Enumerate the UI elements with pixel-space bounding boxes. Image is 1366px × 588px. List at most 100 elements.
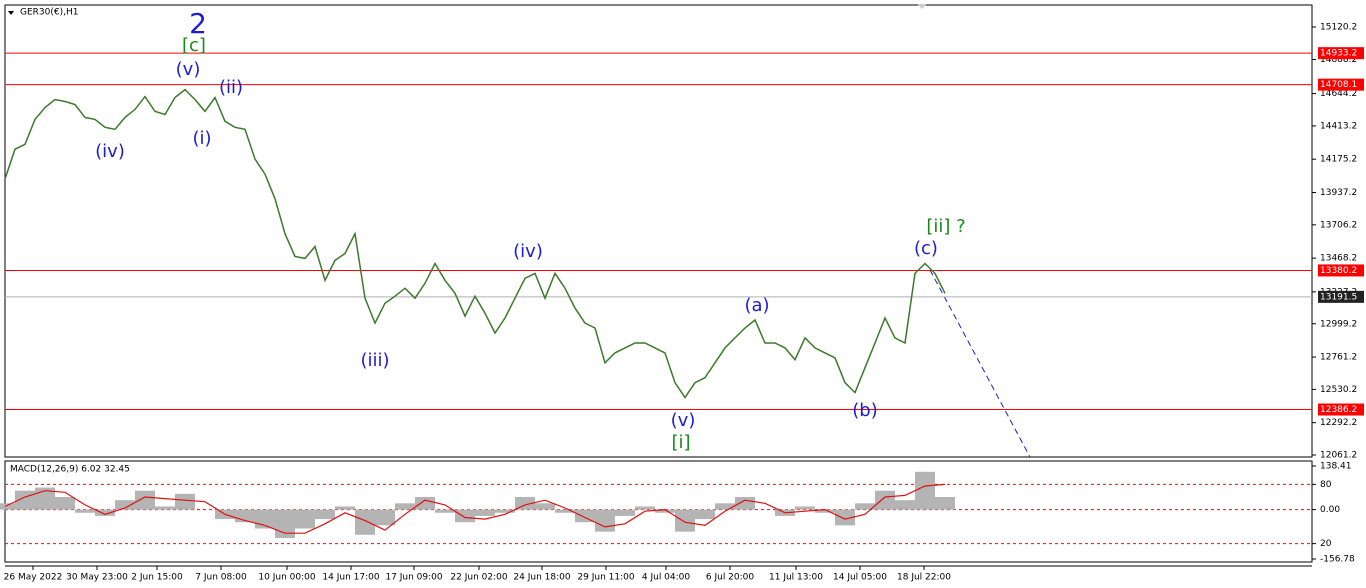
y-tick-label: 14888.2 [1320, 55, 1357, 65]
signal-line [4, 483, 946, 534]
macd-bar [875, 490, 895, 510]
menu-arrow[interactable] [8, 11, 14, 15]
indicator-tick-label: -156.78 [1320, 555, 1355, 565]
wave-label: (v) [176, 59, 201, 80]
macd-bar [535, 503, 555, 510]
price-level-label: 13191.5 [1320, 292, 1357, 302]
x-tick-label: 29 Jun 11:00 [577, 573, 634, 583]
price-level-label: 14933.2 [1320, 49, 1357, 59]
x-tick-label: 6 Jul 20:00 [706, 573, 755, 583]
x-tick-label: 24 Jun 18:00 [513, 573, 570, 583]
macd-bar [615, 509, 635, 516]
indicator-title: MACD(12,26,9) 6.02 32.45 [10, 465, 130, 475]
macd-bar [655, 509, 675, 513]
y-tick-label: 12999.2 [1320, 319, 1357, 329]
macd-bar [695, 509, 715, 520]
chart-title: GER30(€),H1 [20, 8, 78, 18]
indicator-tick-label: 138.41 [1320, 462, 1352, 472]
projection-line [929, 269, 1031, 458]
price-level-tag [1318, 290, 1364, 303]
x-tick-label: 22 Jun 02:00 [450, 573, 507, 583]
wave-label: (iii) [360, 350, 389, 371]
wave-label: (iv) [95, 141, 125, 162]
macd-bar [575, 509, 595, 523]
indicator-tick-label: 80 [1320, 480, 1332, 490]
x-tick-label: 7 Jun 08:00 [195, 573, 247, 583]
macd-bar [595, 509, 615, 532]
x-tick-label: 17 Jun 09:00 [385, 573, 442, 583]
price-level-label: 13380.2 [1320, 266, 1357, 276]
y-tick-label: 13706.2 [1320, 220, 1357, 230]
y-tick-label: 14644.2 [1320, 89, 1357, 99]
wave-label: (iv) [513, 241, 543, 262]
macd-bar [435, 509, 455, 513]
y-tick-label: 14413.2 [1320, 121, 1357, 131]
price-level-tag [1318, 78, 1364, 91]
y-tick-label: 12530.2 [1320, 385, 1357, 395]
macd-bar [335, 506, 355, 510]
y-tick-label: 12061.2 [1320, 450, 1357, 460]
x-tick-label: 10 Jun 00:00 [258, 573, 315, 583]
macd-bar [115, 500, 135, 510]
x-tick-label: 14 Jun 17:00 [322, 573, 379, 583]
wave-label: (b) [852, 400, 877, 421]
macd-bar [515, 497, 535, 510]
macd-bar [495, 509, 515, 513]
macd-bar [455, 509, 475, 523]
macd-bar [795, 506, 815, 510]
macd-bar [855, 503, 875, 510]
indicator-tick-label: 20 [1320, 539, 1332, 549]
macd-bar [375, 509, 395, 526]
price-level-tag [1318, 264, 1364, 277]
x-tick-label: 2 Jun 15:00 [131, 573, 183, 583]
shift-marker [917, 4, 927, 9]
wave-label: [ii] ? [926, 216, 965, 237]
macd-bar [735, 497, 755, 510]
macd-bar [555, 509, 575, 513]
macd-bar [715, 503, 735, 510]
y-tick-label: 13468.2 [1320, 254, 1357, 264]
macd-bar [155, 506, 175, 510]
x-tick-label: 26 May 2022 [4, 573, 63, 583]
price-level-tag [1318, 403, 1364, 416]
macd-bar [895, 500, 915, 510]
macd-bar [135, 490, 155, 510]
wave-label: (v) [671, 410, 696, 431]
wave-label: (a) [744, 295, 769, 316]
wave-label: [i] [671, 432, 690, 453]
y-tick-label: 12292.2 [1320, 418, 1357, 428]
macd-bar [935, 497, 955, 510]
y-tick-label: 12761.2 [1320, 353, 1357, 363]
y-tick-label: 13937.2 [1320, 188, 1357, 198]
y-tick-label: 14175.2 [1320, 155, 1357, 165]
macd-bar [175, 493, 195, 510]
macd-bar [295, 509, 315, 529]
price-level-tag [1318, 47, 1364, 60]
macd-bar [815, 509, 835, 513]
macd-bar [675, 509, 695, 532]
macd-bar [355, 509, 375, 535]
price-panel [4, 4, 1313, 458]
macd-bar [635, 506, 655, 510]
macd-bar [915, 471, 935, 510]
indicator-panel [4, 460, 1313, 563]
x-tick-label: 30 May 23:00 [66, 573, 128, 583]
macd-bar [75, 509, 95, 513]
wave-label: (c) [914, 238, 938, 259]
x-tick-label: 14 Jul 05:00 [833, 573, 887, 583]
x-tick-label: 4 Jul 04:00 [642, 573, 691, 583]
wave-label: 2 [189, 7, 207, 40]
price-line [4, 88, 946, 399]
x-tick-label: 11 Jul 13:00 [769, 573, 823, 583]
x-tick-label: 18 Jul 22:00 [897, 573, 951, 583]
macd-bar [395, 503, 415, 510]
macd-bar [95, 509, 115, 516]
macd-bar [55, 497, 75, 510]
macd-bar [35, 487, 55, 510]
macd-bar [835, 509, 855, 526]
price-level-label: 12386.2 [1320, 405, 1357, 415]
wave-label: [c] [182, 35, 206, 56]
wave-label: (i) [192, 128, 211, 149]
